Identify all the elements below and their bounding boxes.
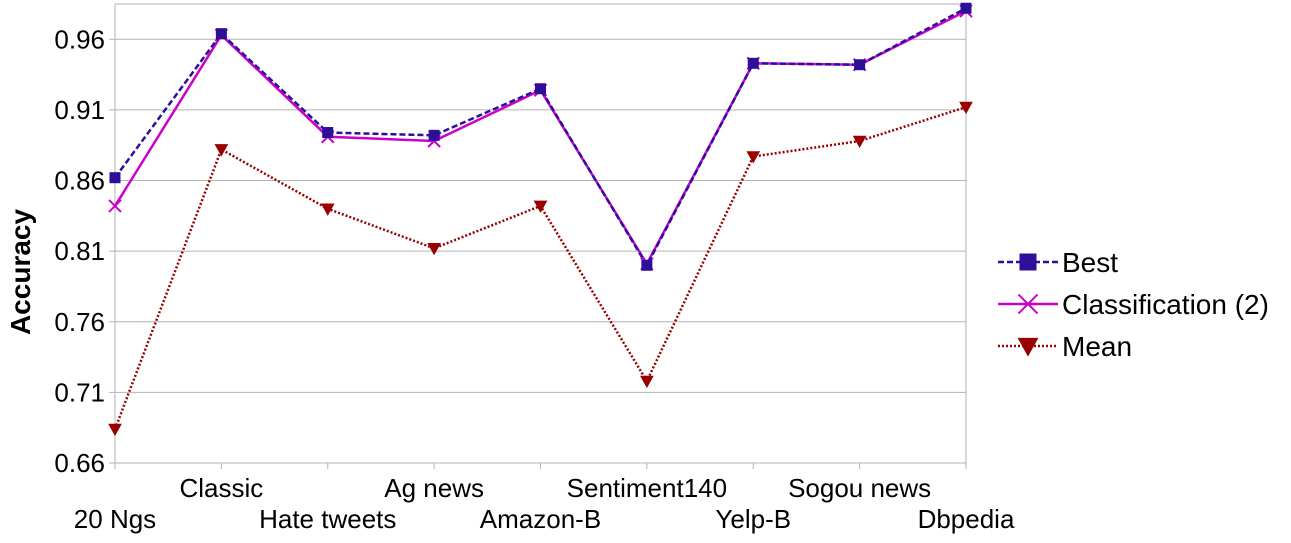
square-marker — [747, 57, 759, 69]
legend: Best Classification (2) Mean — [998, 247, 1269, 362]
x-category-label: Hate tweets — [259, 504, 396, 534]
legend-item: Best — [998, 247, 1118, 278]
series-line — [113, 105, 967, 430]
series-line — [113, 7, 967, 268]
y-tick-label: 0.71 — [54, 377, 105, 407]
axes — [109, 3, 967, 469]
legend-label: Best — [1062, 247, 1118, 278]
legend-label: Classification (2) — [1062, 289, 1269, 320]
triangle-marker — [427, 243, 441, 256]
legend-item: Classification (2) — [998, 289, 1269, 320]
grid-lines — [115, 38, 966, 464]
x-marker — [108, 199, 122, 213]
square-marker — [428, 129, 440, 141]
x-category-label: Yelp-B — [715, 504, 791, 534]
y-tick-label: 0.96 — [54, 24, 105, 54]
series-classification-2 — [108, 4, 973, 271]
triangle-marker — [852, 135, 867, 149]
x-category-label: Ag news — [384, 473, 484, 503]
triangle-marker — [640, 375, 654, 389]
x-category-label: Dbpedia — [918, 504, 1015, 534]
square-marker — [322, 127, 334, 139]
y-axis-title: Accuracy — [5, 209, 36, 336]
y-tick-label: 0.86 — [54, 166, 105, 196]
series-best — [109, 2, 972, 271]
triangle-marker — [533, 200, 548, 213]
triangle-marker — [214, 144, 229, 157]
y-tick-label: 0.76 — [54, 307, 105, 337]
x-marker — [1017, 293, 1039, 315]
x-category-label: Sentiment140 — [567, 473, 727, 503]
square-marker — [960, 2, 972, 14]
triangle-marker — [108, 423, 122, 437]
square-marker — [854, 59, 866, 71]
series-lines — [108, 2, 973, 437]
axis-labels: 0.66 0.71 0.76 0.81 0.86 0.91 0.96 20 Ngs Classi… — [54, 24, 1015, 534]
x-category-label: 20 Ngs — [74, 504, 156, 534]
series-mean — [108, 101, 973, 437]
square-marker — [535, 83, 546, 95]
y-tick-label: 0.91 — [54, 95, 105, 125]
square-marker — [109, 172, 121, 184]
legend-item: Mean — [998, 331, 1132, 362]
x-category-label: Amazon-B — [480, 504, 601, 534]
square-marker — [1019, 253, 1037, 271]
triangle-marker — [746, 151, 761, 164]
square-marker — [215, 28, 227, 40]
triangle-marker — [320, 203, 335, 216]
y-tick-label: 0.66 — [54, 448, 105, 478]
series-line — [113, 9, 967, 267]
triangle-marker — [1017, 337, 1039, 357]
legend-label: Mean — [1062, 331, 1132, 362]
square-marker — [641, 259, 653, 271]
x-category-label: Classic — [179, 473, 263, 503]
y-tick-label: 0.81 — [54, 236, 105, 266]
x-category-label: Sogou news — [788, 473, 931, 503]
triangle-marker — [959, 101, 973, 115]
